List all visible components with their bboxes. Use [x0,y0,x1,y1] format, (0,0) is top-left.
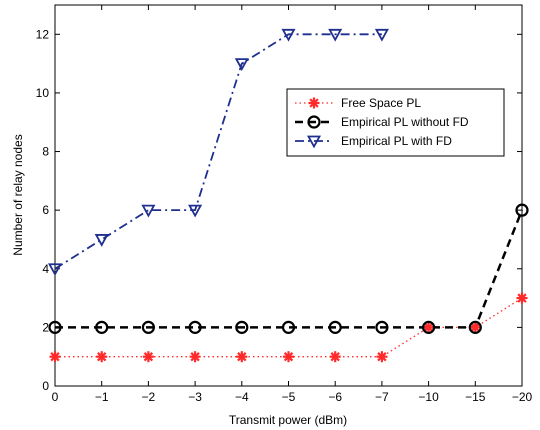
data-point [234,58,249,71]
data-point [94,234,109,247]
y-tick-label: 2 [42,320,49,334]
data-point [96,351,108,363]
data-point [48,320,62,334]
data-point [49,351,61,363]
data-point [515,203,529,217]
data-point [188,320,202,334]
data-point [141,320,155,334]
data-point [142,351,154,363]
x-tick-label: −10 [418,390,439,404]
data-point [283,351,294,363]
data-point [375,320,389,334]
legend-label: Empirical PL without FD [341,115,469,129]
data-point [423,321,435,333]
y-tick-label: 12 [36,27,50,41]
legend-entry: Empirical PL with FD [295,134,452,149]
x-tick-label: −15 [465,390,486,404]
series-markers [47,28,529,363]
data-point [329,351,341,363]
data-point [236,351,248,363]
y-tick-label: 6 [42,203,49,217]
y-tick-label: 0 [42,379,49,393]
legend-swatch-marker [306,135,322,149]
data-point [235,320,249,334]
x-tick-label: −20 [512,390,533,404]
x-tick-label: −1 [95,390,109,404]
data-point [188,204,203,218]
x-axis: 0 −1 −2 −3 −4 −5 −6 −7 −10 −15 −20 [52,5,533,404]
plot-area [54,4,523,387]
data-point [95,320,109,334]
data-point [328,28,343,42]
y-tick-label: 8 [42,145,49,159]
data-point [281,28,296,42]
x-tick-label: −5 [282,390,296,404]
data-point [189,351,201,363]
x-tick-label: 0 [52,390,59,404]
legend-entry: Empirical PL without FD [295,115,469,129]
legend: Free Space PL Empirical PL without FD Empi… [286,88,505,157]
legend-swatch-marker [307,115,321,129]
x-tick-label: −3 [188,390,202,404]
series-lines [54,33,524,358]
x-tick-label: −7 [375,390,389,404]
data-point [374,28,389,42]
data-point [328,320,342,334]
y-tick-label: 4 [42,262,49,276]
data-point [468,320,482,334]
data-point [47,263,63,277]
data-point [376,351,388,363]
x-tick-label: −6 [328,390,342,404]
data-point [516,292,528,304]
x-tick-label: −2 [142,390,156,404]
legend-label: Free Space PL [341,96,421,110]
x-axis-title: Transmit power (dBm) [229,413,347,427]
series-line-2 [54,33,382,270]
legend-label: Empirical PL with FD [341,134,452,148]
legend-entry: Free Space PL [295,96,421,110]
y-axis-title: Number of relay nodes [11,134,25,255]
legend-swatch-marker [308,97,320,109]
x-tick-label: −4 [235,390,249,404]
data-point [469,321,481,333]
data-point [281,320,296,334]
data-point [141,204,156,218]
series-line-0 [55,297,523,358]
data-point [422,320,436,334]
y-tick-label: 10 [36,86,50,100]
